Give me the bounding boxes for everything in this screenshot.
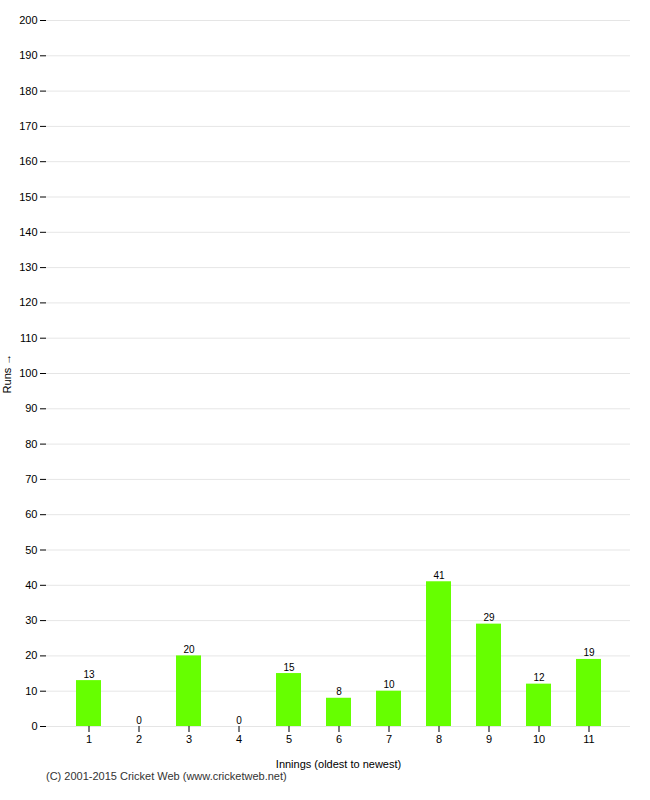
svg-text:110: 110	[20, 332, 38, 344]
svg-text:140: 140	[19, 226, 37, 238]
svg-text:160: 160	[19, 155, 37, 167]
svg-text:3: 3	[186, 733, 192, 745]
svg-text:41: 41	[433, 570, 445, 581]
svg-text:130: 130	[19, 261, 37, 273]
svg-text:12: 12	[533, 672, 545, 683]
svg-text:150: 150	[19, 191, 37, 203]
svg-text:0: 0	[136, 715, 142, 726]
svg-text:29: 29	[483, 612, 495, 623]
html-text:(C) 2001-2015 Cricket Web (www: (C) 2001-2015 Cricket Web (www.cricketwe…	[46, 770, 287, 782]
svg-text:0: 0	[31, 720, 37, 732]
svg-text:0: 0	[236, 715, 242, 726]
svg-text:9: 9	[486, 733, 492, 745]
svg-text:2: 2	[136, 733, 142, 745]
svg-text:8: 8	[336, 686, 342, 697]
svg-text:30: 30	[25, 614, 37, 626]
svg-text:5: 5	[286, 733, 292, 745]
svg-text:Runs →: Runs →	[1, 354, 13, 394]
svg-text:170: 170	[19, 120, 37, 132]
svg-text:180: 180	[19, 85, 37, 97]
svg-text:60: 60	[25, 508, 37, 520]
svg-text:70: 70	[25, 473, 37, 485]
svg-text:11: 11	[583, 733, 594, 745]
svg-text:7: 7	[386, 733, 392, 745]
svg-text:20: 20	[25, 649, 37, 661]
svg-text:15: 15	[283, 662, 295, 673]
svg-text:1: 1	[86, 733, 92, 745]
svg-text:19: 19	[583, 647, 595, 658]
svg-text:200: 200	[19, 14, 37, 26]
svg-text:120: 120	[19, 296, 37, 308]
svg-text:90: 90	[25, 402, 37, 414]
svg-text:20: 20	[183, 644, 195, 655]
svg-text:4: 4	[236, 733, 242, 745]
svg-text:6: 6	[336, 733, 342, 745]
svg-text:190: 190	[19, 49, 37, 61]
svg-text:10: 10	[533, 733, 545, 745]
svg-text:80: 80	[25, 438, 37, 450]
svg-text:50: 50	[25, 544, 37, 556]
svg-text:Innings (oldest to newest): Innings (oldest to newest)	[276, 758, 401, 770]
svg-text:10: 10	[383, 679, 395, 690]
svg-text:10: 10	[25, 685, 37, 697]
svg-text:40: 40	[25, 579, 37, 591]
svg-text:100: 100	[19, 367, 37, 379]
svg-text:13: 13	[83, 669, 95, 680]
svg-text:8: 8	[436, 733, 442, 745]
